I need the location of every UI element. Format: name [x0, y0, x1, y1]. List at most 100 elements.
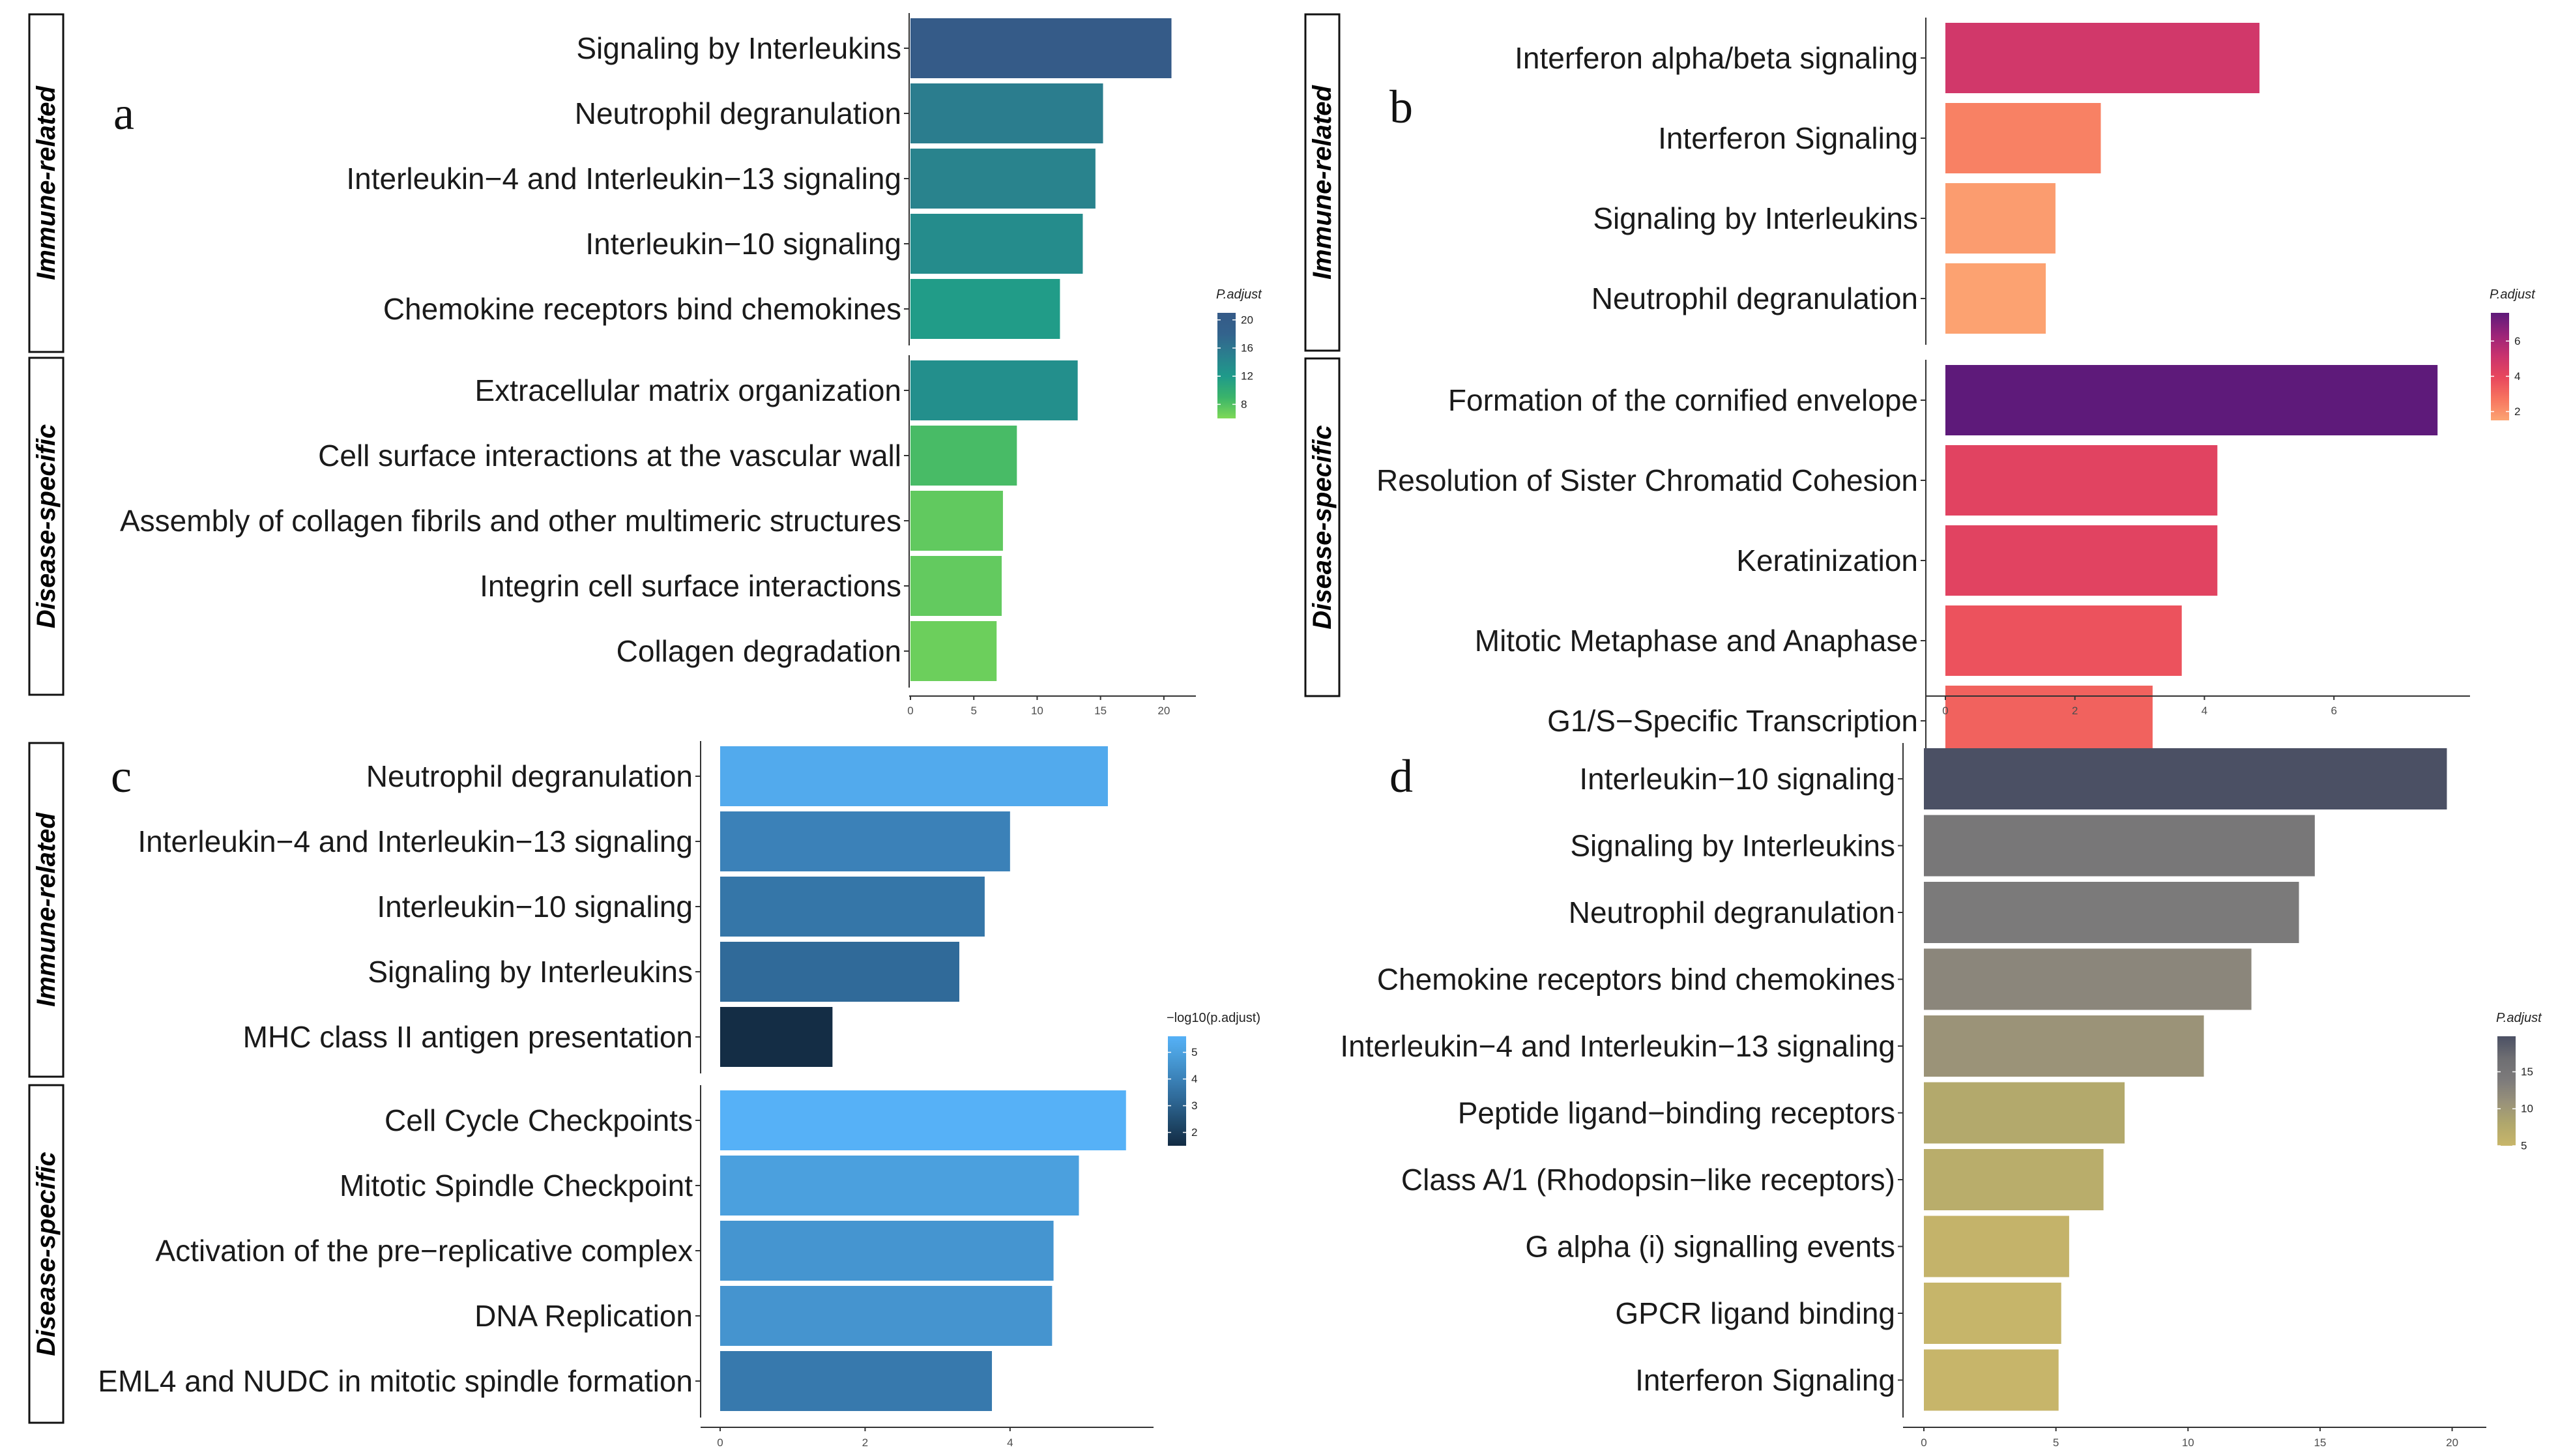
legend-title: −log10(p.adjust)	[1167, 1011, 1260, 1025]
category-label: Signaling by Interleukins	[576, 31, 901, 65]
x-tick-label: 15	[1094, 705, 1107, 717]
bar	[720, 811, 1010, 871]
category-label: Collagen degradation	[617, 634, 901, 668]
panel-c: c Neutrophil degranulation Interleukin−4 a…	[28, 741, 1260, 1449]
category-label: Mitotic Metaphase and Anaphase	[1475, 624, 1918, 658]
bar	[910, 360, 1078, 420]
category-label: Signaling by Interleukins	[368, 955, 693, 989]
category-label: Interferon Signaling	[1658, 121, 1918, 155]
bar	[1945, 525, 2218, 596]
category-label: EML4 and NUDC in mitotic spindle formati…	[98, 1364, 693, 1398]
x-tick-label: 10	[1031, 705, 1043, 717]
x-tick-label: 2	[2072, 705, 2078, 717]
x-tick-label: 0	[1921, 1436, 1926, 1449]
category-label: Neutrophil degranulation	[1591, 282, 1918, 315]
category-label: Interleukin−10 signaling	[1579, 762, 1895, 796]
panel-label: a	[113, 87, 134, 139]
group-label: Immune-related	[1308, 85, 1337, 280]
panel-label: d	[1389, 750, 1413, 802]
legend-title: P.adjust	[1216, 287, 1262, 302]
group-strip	[1304, 13, 1341, 352]
bar	[720, 1007, 833, 1067]
category-label: Chemokine receptors bind chemokines	[1377, 963, 1895, 997]
bar	[1924, 1349, 2059, 1411]
bar	[1945, 263, 2046, 334]
group-strip	[28, 357, 65, 696]
legend-tick-label: 5	[2521, 1140, 2527, 1152]
bar	[720, 1221, 1054, 1281]
category-label: Assembly of collagen fibrils and other m…	[120, 504, 901, 538]
group-label: Disease-specific	[32, 424, 61, 629]
bar	[720, 1351, 993, 1411]
bar	[1945, 605, 2182, 676]
bar	[720, 746, 1108, 806]
bar	[1924, 748, 2447, 809]
panel-a: a Signaling by Interleukins Neutrophil deg…	[28, 13, 1262, 717]
bar	[1924, 1015, 2204, 1077]
bar	[910, 18, 1172, 78]
x-tick-label: 20	[2446, 1436, 2458, 1449]
group-label: Immune-related	[32, 812, 61, 1007]
category-label: Interleukin−4 and Interleukin−13 signali…	[1340, 1029, 1895, 1063]
bar	[910, 149, 1096, 209]
category-label: Interferon Signaling	[1635, 1363, 1895, 1397]
category-label: G alpha (i) signalling events	[1525, 1230, 1895, 1264]
category-label: Extracellular matrix organization	[475, 373, 902, 407]
group-strip	[28, 1084, 65, 1424]
panel-d: d Interleukin−10 signaling Signaling by In…	[1340, 743, 2542, 1449]
x-tick-label: 4	[2202, 705, 2207, 717]
category-label: DNA Replication	[474, 1299, 693, 1333]
legend-tick-label: 6	[2514, 335, 2520, 347]
bar	[720, 942, 959, 1002]
category-label: Interleukin−10 signaling	[585, 227, 901, 261]
bar	[720, 1156, 1079, 1216]
x-tick-label: 6	[2331, 705, 2336, 717]
category-label: Cell Cycle Checkpoints	[385, 1103, 693, 1137]
bar	[1945, 23, 2260, 93]
category-label: Chemokine receptors bind chemokines	[383, 292, 901, 326]
category-label: G1/S−Specific Transcription	[1547, 704, 1918, 738]
category-label: Interleukin−4 and Interleukin−13 signali…	[346, 162, 901, 196]
category-label: Cell surface interactions at the vascula…	[318, 439, 901, 473]
legend-tick-label: 5	[1191, 1046, 1197, 1058]
bar	[910, 491, 1003, 551]
bar	[910, 83, 1103, 143]
bar	[910, 426, 1017, 486]
legend-tick-label: 3	[1191, 1099, 1197, 1112]
legend-title: P.adjust	[2490, 287, 2536, 302]
bar	[910, 279, 1060, 339]
bar	[1924, 1283, 2061, 1344]
legend-colorbar	[1217, 313, 1236, 418]
x-tick-label: 5	[2053, 1436, 2059, 1449]
legend-tick-label: 20	[1241, 313, 1253, 326]
legend-tick-label: 15	[2521, 1066, 2533, 1078]
category-label: Signaling by Interleukins	[1593, 201, 1918, 235]
bar	[720, 1286, 1053, 1346]
legend-colorbar	[1168, 1036, 1186, 1146]
x-tick-label: 10	[2182, 1436, 2194, 1449]
category-label: Neutrophil degranulation	[1569, 895, 1895, 929]
bar	[1924, 948, 2252, 1010]
category-label: Keratinization	[1736, 544, 1918, 577]
bar	[1924, 1216, 2069, 1277]
panel-b: b Interferon alpha/beta signaling Interfer…	[1304, 13, 2536, 767]
bar	[1945, 103, 2101, 173]
category-label: Activation of the pre−replicative comple…	[155, 1234, 693, 1268]
bar	[1945, 183, 2056, 254]
category-label: Neutrophil degranulation	[575, 96, 901, 130]
category-label: Interleukin−4 and Interleukin−13 signali…	[138, 824, 693, 858]
group-label: Immune-related	[32, 85, 61, 280]
x-tick-label: 0	[1942, 705, 1948, 717]
category-label: Signaling by Interleukins	[1570, 829, 1895, 863]
panel-label: b	[1389, 81, 1413, 133]
category-label: Interferon alpha/beta signaling	[1515, 41, 1918, 75]
bar	[910, 621, 997, 681]
x-tick-label: 0	[717, 1436, 723, 1449]
bar	[1945, 445, 2218, 516]
category-label: Class A/1 (Rhodopsin−like receptors)	[1401, 1163, 1895, 1197]
panel-label: c	[111, 750, 132, 802]
legend-tick-label: 12	[1241, 370, 1253, 383]
x-tick-label: 2	[862, 1436, 868, 1449]
category-label: Neutrophil degranulation	[366, 759, 693, 793]
